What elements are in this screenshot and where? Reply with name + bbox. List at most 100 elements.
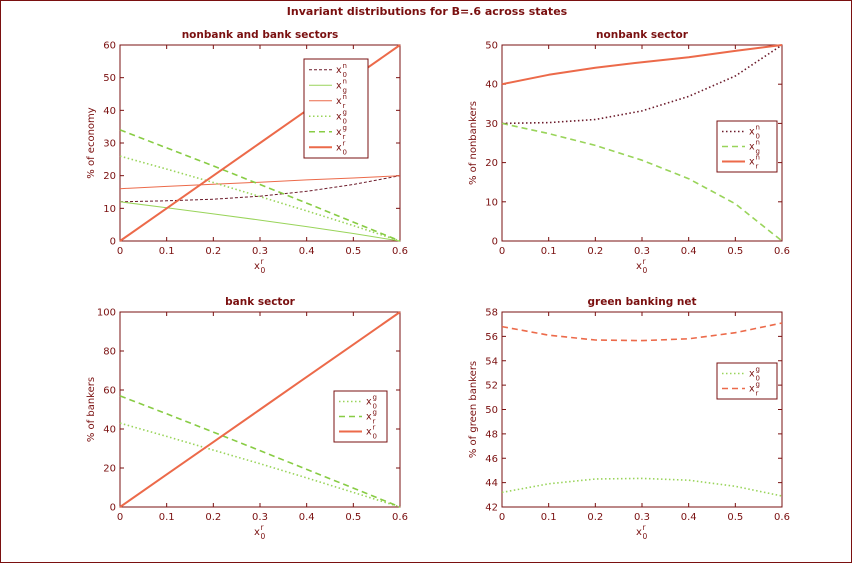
x-axis-label-main: x xyxy=(636,261,642,272)
x-tick-label: 0.5 xyxy=(345,246,361,257)
x-tick-label: 0.4 xyxy=(299,246,315,257)
x-tick-label: 0.3 xyxy=(634,246,650,257)
y-tick-label: 20 xyxy=(103,171,116,182)
subplot-title: green banking net xyxy=(588,296,697,308)
plot-frame xyxy=(501,311,783,508)
y-tick-label: 58 xyxy=(485,308,498,319)
legend-label: x nr xyxy=(749,154,760,171)
x-axis-label-sup: r xyxy=(643,257,647,266)
x-axis-label: x r0 xyxy=(636,257,648,275)
y-tick-label: 20 xyxy=(485,158,498,169)
x-axis-label-main: x xyxy=(254,527,260,538)
x-tick-label: 0.1 xyxy=(159,512,175,523)
subplot-3: bank sector 0 0.1 0.2 0.3 0.4 0.5 0.6 0 20 40 60 80 1… xyxy=(86,296,408,541)
y-tick-label: 56 xyxy=(485,332,498,343)
legend-label-sub: 0 xyxy=(343,148,347,156)
x-axis-label-sub: 0 xyxy=(261,532,266,541)
y-tick-label: 52 xyxy=(485,381,498,392)
subplot-title: nonbank and bank sectors xyxy=(182,29,339,41)
legend-label: x n0 xyxy=(749,124,760,141)
legend-label-sup: n xyxy=(343,77,347,85)
legend-label-sub: r xyxy=(756,390,759,398)
x-tick-label: 0.2 xyxy=(587,512,603,523)
legend-label: x g0 xyxy=(336,108,347,125)
legend: x g0x grx r0 xyxy=(333,390,388,443)
legend-label-sup: g xyxy=(756,366,760,374)
subplot-2: nonbank sector 0 0.1 0.2 0.3 0.4 0.5 0.6 0 10 20 30… xyxy=(468,29,790,275)
x-tick-label: 0.4 xyxy=(681,246,697,257)
y-tick-label: 10 xyxy=(485,197,498,208)
legend-label-sub: 0 xyxy=(373,433,377,441)
x-axis-label-main: x xyxy=(636,527,642,538)
series-line-3 xyxy=(119,311,401,508)
x-tick-label: 0.1 xyxy=(159,246,175,257)
series-line-2 xyxy=(501,122,783,242)
legend-label: x n0 xyxy=(336,62,347,79)
x-tick-label: 0.1 xyxy=(541,512,557,523)
legend-label: x gr xyxy=(336,124,347,141)
y-axis-label: % of economy xyxy=(86,107,97,178)
legend-label-main: x xyxy=(336,65,342,76)
legend-label-sup: n xyxy=(756,154,760,162)
legend-label: x g0 xyxy=(749,366,760,383)
y-tick-label: 50 xyxy=(485,405,498,416)
x-axis-label: x r0 xyxy=(254,257,266,275)
x-axis-label-sub: 0 xyxy=(643,532,648,541)
y-axis-label: % of bankers xyxy=(86,377,97,442)
y-tick-label: 50 xyxy=(103,73,116,84)
legend-label-main: x xyxy=(336,142,342,153)
x-tick-label: 0.3 xyxy=(634,512,650,523)
legend-label: x r0 xyxy=(366,424,377,441)
legend-label: x r0 xyxy=(336,139,347,156)
y-tick-label: 48 xyxy=(485,429,498,440)
legend-box xyxy=(716,362,778,400)
series-line-2 xyxy=(501,322,783,342)
legend-label-sub: 0 xyxy=(343,117,347,125)
legend-label-sup: g xyxy=(373,394,377,402)
legend-label-main: x xyxy=(336,96,342,107)
legend: x n0x ngx nrx g0x grx r0 xyxy=(303,58,369,159)
x-tick-label: 0.1 xyxy=(541,246,557,257)
legend-label-main: x xyxy=(749,127,755,138)
x-tick-label: 0.5 xyxy=(345,512,361,523)
series-line-1 xyxy=(119,422,401,508)
y-tick-label: 40 xyxy=(103,106,116,117)
legend-label-sub: r xyxy=(343,133,346,141)
legend-label: x ng xyxy=(336,77,347,94)
legend: x g0x gr xyxy=(716,362,778,400)
legend-label-main: x xyxy=(366,427,372,438)
y-tick-label: 30 xyxy=(485,119,498,130)
x-tick-label: 0.4 xyxy=(681,512,697,523)
x-tick-label: 0.2 xyxy=(205,246,221,257)
legend-label: x ng xyxy=(749,139,760,156)
y-tick-label: 30 xyxy=(103,139,116,150)
legend-label-main: x xyxy=(749,157,755,168)
y-axis-label: % of green bankers xyxy=(468,361,479,458)
y-tick-label: 44 xyxy=(485,478,498,489)
subplot-4: green banking net 0 0.1 0.2 0.3 0.4 0.5 0.6 42 44… xyxy=(468,296,790,541)
y-axis-label: % of nonbankers xyxy=(468,101,479,185)
x-tick-label: 0 xyxy=(117,512,123,523)
x-axis-label-sup: r xyxy=(261,523,265,532)
legend-label-sub: 0 xyxy=(373,403,377,411)
legend-label: x gr xyxy=(366,409,377,426)
x-axis-label-sub: 0 xyxy=(261,266,266,275)
legend-label: x nr xyxy=(336,93,347,110)
y-tick-label: 0 xyxy=(110,503,116,514)
x-tick-label: 0 xyxy=(499,512,505,523)
x-axis-label-sup: r xyxy=(643,523,647,532)
x-axis-label-main: x xyxy=(254,261,260,272)
legend-label-sup: g xyxy=(373,409,377,417)
legend-label-sup: g xyxy=(756,381,760,389)
y-tick-label: 20 xyxy=(103,464,116,475)
legend-label-main: x xyxy=(749,369,755,380)
legend-label-sub: r xyxy=(756,163,759,171)
legend-label-main: x xyxy=(366,397,372,408)
y-tick-label: 46 xyxy=(485,454,498,465)
legend-label-main: x xyxy=(749,142,755,153)
x-axis-label: x r0 xyxy=(254,523,266,541)
x-tick-label: 0 xyxy=(499,246,505,257)
legend-label-sub: r xyxy=(373,418,376,426)
legend-label-sup: r xyxy=(343,139,346,147)
